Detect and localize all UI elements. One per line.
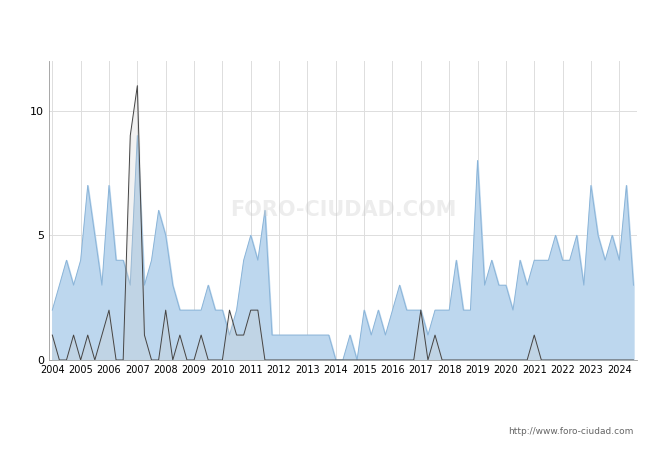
Text: Alange - Evolucion del Nº de Transacciones Inmobiliarias: Alange - Evolucion del Nº de Transaccion… — [118, 17, 532, 32]
Text: FORO-CIUDAD.COM: FORO-CIUDAD.COM — [229, 200, 456, 220]
Text: http://www.foro-ciudad.com: http://www.foro-ciudad.com — [508, 428, 634, 436]
